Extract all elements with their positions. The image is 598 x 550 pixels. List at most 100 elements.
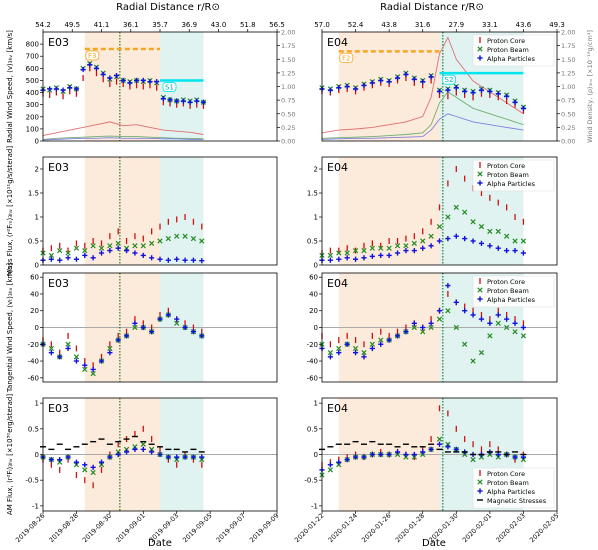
p1-alpha-particles-point-13	[428, 74, 434, 80]
p2-encounter-label: E03	[48, 161, 69, 174]
p2-proton-beam-point-7	[98, 245, 105, 251]
p7-legend-item-3: Magnetic Stresses	[487, 497, 547, 505]
p3-alpha-particles-point-18	[470, 238, 476, 244]
p7-alpha-particles-point-7	[378, 451, 384, 458]
p5-alpha-particles-point-12	[420, 324, 426, 331]
p5-legend-item-0: Proton Core	[487, 278, 525, 286]
p5-proton-beam-point-15-b	[445, 308, 451, 314]
p6-alpha-particles-point-13	[149, 449, 155, 455]
p5-proton-beam-point-15	[445, 308, 451, 314]
p5-alpha-particles-point-7	[378, 341, 384, 347]
p5-proton-beam-point-2	[336, 345, 342, 352]
p1-y2tick-label-8: 2.00	[561, 29, 575, 37]
p0-alpha-particles-point-3	[60, 87, 66, 93]
p0-y2tick-label-6: 1.50	[281, 56, 295, 64]
p4-ytick-label-6: 60	[30, 274, 39, 282]
p7-alpha-particles-point-5	[361, 454, 367, 460]
p3-proton-beam-point-12-b	[420, 238, 426, 244]
p2-proton-beam-point-8-b	[107, 243, 113, 249]
p6-xtick-label-3: 2019-09-01	[114, 512, 146, 544]
p6-alpha-particles-point-9	[115, 451, 121, 458]
p1-alpha-particles-point-17	[462, 88, 468, 94]
p7-proton-beam-point-1-b	[327, 467, 334, 473]
p6-xtick-label-2: 2019-08-30	[81, 512, 113, 544]
p3-alpha-particles-point-9	[394, 250, 401, 256]
p2-proton-beam-point-2-b	[57, 247, 63, 254]
p1-y2label: Wind Density, ⟨ρ⟩₃ₕᵥ [×10⁻¹⁹g/cm³]	[586, 30, 594, 143]
p2-proton-beam-point-15-b	[165, 235, 171, 242]
p5-alpha-particles-point-2	[336, 350, 342, 356]
p3-proton-beam-point-16-b	[453, 204, 459, 211]
p5-alpha-particles-point-6	[369, 345, 375, 352]
p2-proton-beam-point-11	[132, 243, 138, 249]
p1-alpha-particles-point-14	[436, 88, 443, 94]
p1-density-alpha	[321, 113, 524, 140]
p4-alpha-particles-point-1	[48, 350, 54, 356]
p3-legend-item-2: Alpha Particles	[487, 180, 536, 188]
p6-proton-beam-point-12	[140, 441, 146, 447]
p7-xtick-label-2: 2020-01-26	[360, 512, 392, 544]
p2-alpha-particles-point-16	[174, 256, 180, 262]
p0-alpha-particles-point-7	[87, 62, 93, 68]
p0-ytick-label-4: 400	[26, 89, 39, 97]
p5-proton-beam-point-legend-1	[477, 287, 483, 293]
p6-alpha-particles-point-6	[90, 464, 96, 470]
p5-alpha-particles-point-4	[352, 350, 359, 356]
p3-alpha-particles-point-8	[386, 252, 392, 258]
p5-alpha-particles-point-16	[453, 299, 459, 305]
p2-proton-beam-point-1	[48, 252, 54, 259]
p1-alpha-particles-point-22	[504, 93, 510, 99]
p2-ytick-label-4: 2	[35, 166, 39, 174]
p4-alpha-particles-point-19	[199, 333, 205, 339]
p5-proton-beam-point-18	[470, 358, 476, 364]
p3-alpha-particles-point-14	[436, 238, 443, 244]
p4-alpha-particles-point-8	[107, 350, 113, 356]
p3-alpha-particles-point-21	[495, 245, 501, 251]
p5-proton-beam-point-5	[361, 350, 367, 356]
p1-y2tick-label-0: 0.00	[561, 138, 575, 146]
p2-alpha-particles-point-15	[165, 257, 171, 263]
p3-proton-beam-point-23-b	[512, 238, 518, 244]
p5-proton-beam-point-2-b	[336, 345, 342, 352]
p0-toptick-label-5: 36.9	[181, 21, 197, 29]
p3-frame	[321, 156, 558, 266]
p3-alpha-particles-point-23	[512, 248, 518, 254]
p4-proton-beam-point-1-b	[48, 345, 54, 352]
p6-proton-beam-point-12-b	[140, 441, 146, 447]
p2-band-1	[160, 157, 204, 265]
p2-alpha-particles-point-18	[190, 257, 197, 263]
p1-y2tick-label-1: 0.25	[561, 124, 575, 132]
p1-y2tick-label-2: 0.50	[561, 110, 575, 118]
p2-alpha-particles-point-7	[98, 250, 105, 256]
p6-alpha-particles-point-18	[190, 454, 197, 460]
p1-alpha-particles-point-1	[327, 87, 333, 93]
p3-ytick-label-3: 1.5	[307, 190, 318, 198]
p6-alpha-particles-point-12	[140, 446, 146, 452]
p2-alpha-particles-point-14	[157, 256, 163, 262]
p2-proton-beam-point-17	[182, 233, 188, 239]
p5-alpha-particles-point-8	[386, 337, 392, 343]
p5-legend-item-2: Alpha Particles	[487, 296, 536, 304]
p0-band-label-box-1	[162, 82, 177, 92]
p1-toptick-label-3: 31.6	[415, 21, 431, 29]
p3-proton-beam-point-6	[369, 245, 375, 251]
p0-ytick-label-0: 0	[35, 138, 39, 146]
p0-toptick-label-8: 56.5	[269, 21, 285, 29]
panel-e03_speed: F3 S1 E03 0 100 200 300 400 500 600 700 800 Radial W…	[6, 21, 295, 146]
p6-proton-beam-point-5	[82, 467, 88, 473]
p5-alpha-particles-point-19	[478, 316, 485, 322]
p5-proton-beam-point-13-b	[428, 324, 434, 331]
p3-proton-beam-point-17-b	[462, 209, 468, 215]
p2-proton-beam-point-12	[140, 243, 146, 249]
panel-e04_speed: F2 S2 E04 0.00 0.25 0.50 0.75 1.00 1.25 1.50 1.75 2…	[314, 21, 594, 146]
p5-proton-beam-point-20	[487, 333, 493, 339]
p5-proton-beam-point-7	[378, 337, 384, 343]
p6-alpha-particles-point-19	[199, 454, 205, 460]
p1-alpha-particles-point-8	[386, 79, 392, 85]
p3-proton-beam-point-7	[378, 245, 384, 251]
p1-band-label-0: F2	[342, 54, 350, 62]
p3-proton-beam-point-20	[487, 228, 493, 235]
